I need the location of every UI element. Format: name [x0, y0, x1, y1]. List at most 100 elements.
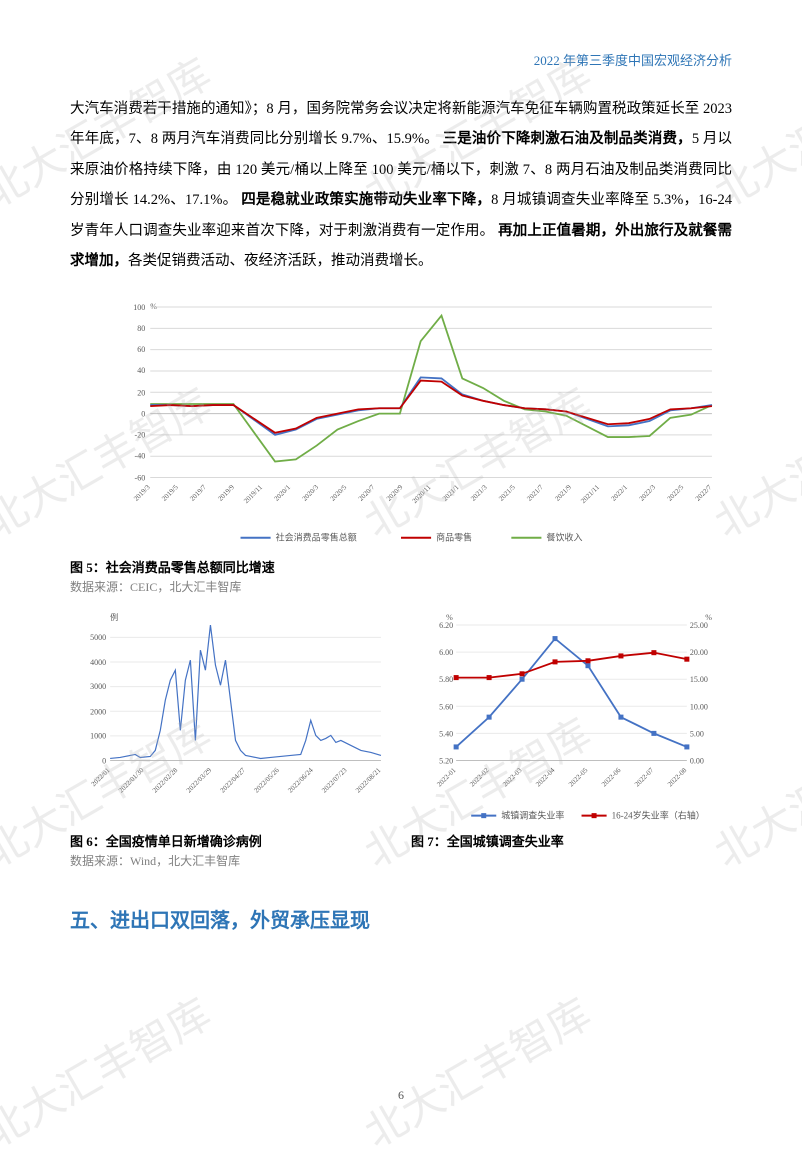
chart6-caption: 图 6：全国疫情单日新增确诊病例	[70, 831, 391, 850]
svg-text:2019/9: 2019/9	[216, 483, 236, 503]
watermark: 北大汇丰智库	[352, 981, 601, 1160]
chart7-legend: 城镇调查失业率 16-24岁失业率（右轴）	[471, 810, 705, 821]
text-bold-segment: 三是油价下降刺激石油及制品类消费，	[443, 131, 692, 147]
chart5-y-axis: -60 -40 -20 0 20 40 60 80 100	[133, 303, 712, 483]
svg-text:2019/5: 2019/5	[160, 483, 180, 503]
svg-text:2021/3: 2021/3	[469, 483, 489, 503]
svg-text:2019/11: 2019/11	[242, 483, 264, 505]
svg-text:2022/04/27: 2022/04/27	[219, 766, 248, 795]
svg-text:2020/11: 2020/11	[411, 483, 433, 505]
chart6-source: 数据来源：Wind，北大汇丰智库	[70, 852, 391, 869]
svg-text:2022-08: 2022-08	[666, 766, 689, 789]
ytick: 2000	[90, 708, 106, 717]
ytick: 5000	[90, 633, 106, 642]
svg-text:5.60: 5.60	[439, 703, 453, 712]
ytick: -60	[135, 473, 146, 482]
chart7-y-right: 0.00 5.00 10.00 15.00 20.00 25.00	[690, 621, 708, 765]
svg-text:2022/07/23: 2022/07/23	[320, 766, 349, 795]
chart-row-6-7: 例 0 1000 2000 3000 4000 5000 2022/012022…	[70, 610, 732, 884]
svg-text:2020/3: 2020/3	[301, 483, 321, 503]
body-paragraph: 大汽车消费若干措施的通知》；8 月，国务院常务会议决定将新能源汽车免征车辆购置税…	[70, 94, 732, 277]
svg-text:2022/3: 2022/3	[638, 483, 658, 503]
ytick: 40	[137, 366, 145, 375]
page-header-title: 2022 年第三季度中国宏观经济分析	[70, 50, 732, 69]
chart6-x-axis: 2022/012022/01/302022/02/282022/03/29202…	[90, 766, 383, 795]
svg-text:5.20: 5.20	[439, 757, 453, 766]
ytick: 3000	[90, 683, 106, 692]
chart7-x-axis: 2022-012022-022022-032022-042022-052022-…	[435, 766, 688, 789]
svg-text:6.20: 6.20	[439, 621, 453, 630]
svg-text:2019/3: 2019/3	[132, 483, 152, 503]
svg-text:2021/1: 2021/1	[441, 483, 461, 503]
legend-label: 商品零售	[436, 531, 472, 542]
chart7-caption: 图 7：全国城镇调查失业率	[411, 831, 732, 850]
ytick: 80	[137, 324, 145, 333]
svg-text:20.00: 20.00	[690, 649, 708, 658]
legend-label: 城镇调查失业率	[501, 810, 564, 821]
chart5-container: % -60 -40 -20 0 20 40 60 80 100 2019/320…	[70, 297, 732, 596]
svg-text:2022/01: 2022/01	[90, 766, 112, 788]
text-segment: 各类促销费活动、夜经济活跃，推动消费增长。	[128, 253, 433, 269]
ytick: 20	[137, 388, 145, 397]
chart6-series	[110, 625, 381, 758]
svg-text:2020/9: 2020/9	[385, 483, 405, 503]
legend-label: 16-24岁失业率（右轴）	[612, 810, 705, 821]
ytick: 4000	[90, 659, 106, 668]
section-heading: 五、进出口双回落，外贸承压显现	[70, 904, 732, 933]
svg-text:2022-02: 2022-02	[468, 766, 491, 789]
svg-text:2020/5: 2020/5	[329, 483, 349, 503]
chart5-series-catering	[150, 315, 712, 461]
svg-text:6.00: 6.00	[439, 649, 453, 658]
chart5-svg: % -60 -40 -20 0 20 40 60 80 100 2019/320…	[70, 297, 732, 548]
page-number: 6	[0, 1088, 802, 1103]
ytick: 100	[133, 303, 145, 312]
svg-text:2021/11: 2021/11	[579, 483, 601, 505]
svg-text:0.00: 0.00	[690, 757, 704, 766]
ytick: 1000	[90, 732, 106, 741]
chart5-legend: 社会消费品零售总额 商品零售 餐饮收入	[241, 531, 583, 542]
svg-text:5.40: 5.40	[439, 730, 453, 739]
svg-text:25.00: 25.00	[690, 621, 708, 630]
svg-text:2021/9: 2021/9	[553, 483, 573, 503]
svg-text:2022/03/29: 2022/03/29	[185, 766, 214, 795]
watermark: 北大汇丰智库	[0, 981, 220, 1160]
svg-text:2022-07: 2022-07	[633, 766, 656, 789]
chart7-grid	[456, 625, 687, 760]
svg-text:2022/02/28: 2022/02/28	[151, 766, 180, 795]
svg-text:2022-03: 2022-03	[501, 766, 524, 789]
chart7-container: % % 5.205.405.605.806.006.20 0.005.0010.…	[411, 610, 732, 884]
ytick: -40	[135, 451, 146, 460]
svg-text:2022-05: 2022-05	[567, 766, 590, 789]
svg-text:2021/7: 2021/7	[525, 483, 545, 503]
svg-text:2022/05/26: 2022/05/26	[253, 766, 282, 795]
legend-label: 社会消费品零售总额	[276, 531, 357, 542]
svg-text:2022/5: 2022/5	[666, 483, 686, 503]
chart7-y-left: 5.205.405.605.806.006.20	[439, 621, 453, 765]
ytick: 60	[137, 345, 145, 354]
chart7-svg: % % 5.205.405.605.806.006.20 0.005.0010.…	[411, 610, 732, 821]
svg-text:2022/08/21: 2022/08/21	[354, 766, 383, 795]
svg-text:2022/01/30: 2022/01/30	[117, 766, 146, 795]
chart5-source: 数据来源：CEIC，北大汇丰智库	[70, 578, 732, 595]
svg-text:2022-06: 2022-06	[600, 766, 623, 789]
ytick: -20	[135, 430, 146, 439]
ytick: 0	[102, 757, 106, 766]
svg-text:2022/06/24: 2022/06/24	[286, 766, 315, 795]
legend-label: 餐饮收入	[546, 531, 582, 542]
svg-text:2020/1: 2020/1	[273, 483, 293, 503]
svg-text:2022-04: 2022-04	[534, 766, 557, 789]
svg-text:2019/7: 2019/7	[188, 483, 208, 503]
chart6-container: 例 0 1000 2000 3000 4000 5000 2022/012022…	[70, 610, 391, 884]
svg-text:2022/7: 2022/7	[694, 483, 714, 503]
svg-text:5.00: 5.00	[690, 730, 704, 739]
svg-text:10.00: 10.00	[690, 703, 708, 712]
chart5-x-axis: 2019/3 2019/5 2019/7 2019/9 2019/11 2020/1 202…	[132, 483, 713, 505]
chart6-svg: 例 0 1000 2000 3000 4000 5000 2022/012022…	[70, 610, 391, 821]
svg-text:2020/7: 2020/7	[357, 483, 377, 503]
chart7-series-youth	[456, 653, 687, 678]
svg-text:15.00: 15.00	[690, 676, 708, 685]
chart7-markers-youth	[454, 651, 690, 681]
text-bold-segment: 四是稳就业政策实施带动失业率下降，	[241, 192, 491, 208]
svg-text:2021/5: 2021/5	[497, 483, 517, 503]
chart5-caption: 图 5：社会消费品零售总额同比增速	[70, 557, 732, 576]
